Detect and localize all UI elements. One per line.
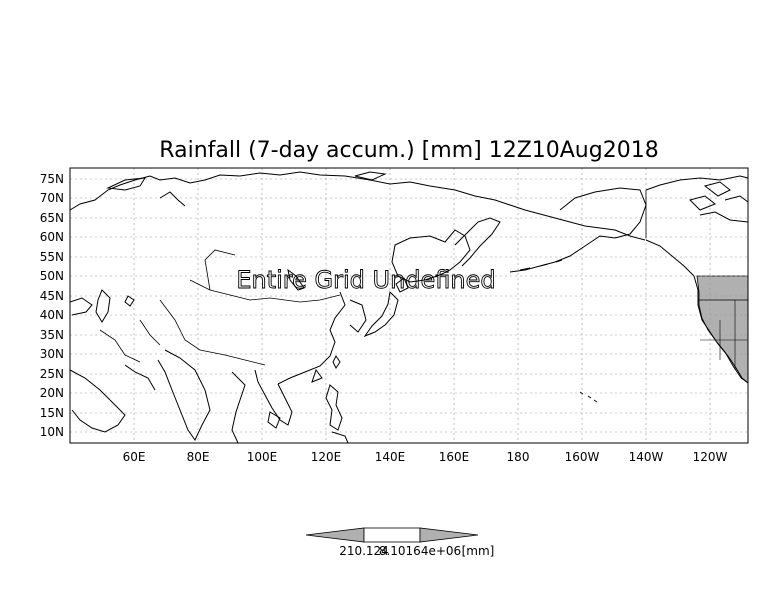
- lat-tick-label: 60N: [40, 230, 64, 244]
- coastline: [254, 369, 293, 426]
- colorbar-left-triangle: [305, 527, 365, 543]
- coastline: [363, 290, 399, 338]
- lon-tick-label: 140W: [629, 450, 664, 464]
- coastlines: [69, 171, 749, 444]
- lat-tick-label: 40N: [40, 308, 64, 322]
- coastline: [332, 355, 341, 369]
- lat-tick-label: 15N: [40, 406, 64, 420]
- colorbar-box: [363, 527, 421, 543]
- coastline: [124, 364, 156, 391]
- lon-tick-label: 80E: [187, 450, 210, 464]
- colorbar-unit: [mm]: [462, 544, 495, 558]
- coastline: [157, 349, 211, 441]
- coastline: [69, 369, 126, 433]
- border: [204, 249, 236, 291]
- coastline: [267, 411, 281, 429]
- coastline: [349, 299, 367, 333]
- coastline: [699, 211, 749, 223]
- coastline: [391, 229, 471, 283]
- lat-tick-label: 45N: [40, 289, 64, 303]
- lon-tick-label: 120E: [311, 450, 342, 464]
- coastline: [645, 239, 695, 277]
- coastline: [645, 175, 749, 191]
- coastline: [579, 391, 598, 403]
- lat-tick-label: 30N: [40, 347, 64, 361]
- coastline: [277, 291, 346, 385]
- coastline: [95, 289, 111, 323]
- coastline: [325, 384, 343, 431]
- lat-tick-label: 20N: [40, 386, 64, 400]
- lat-tick-label: 25N: [40, 367, 64, 381]
- lon-tick-label: 100E: [247, 450, 278, 464]
- lat-tick-label: 50N: [40, 269, 64, 283]
- coastline: [354, 171, 387, 181]
- coastline: [519, 259, 563, 271]
- border: [159, 299, 266, 366]
- colorbar: 210.124 8.10164e+06 [mm]: [305, 527, 495, 558]
- coastline: [331, 431, 349, 444]
- coastline: [689, 195, 716, 211]
- lon-tick-label: 60E: [123, 450, 146, 464]
- coastline: [69, 297, 93, 316]
- map-background: [70, 168, 748, 443]
- lon-tick-label: 160W: [565, 450, 600, 464]
- lat-tick-label: 10N: [40, 425, 64, 439]
- colorbar-label-left: 210.124: [339, 544, 389, 558]
- map-panel: Entire Grid Undefined: [69, 167, 749, 444]
- lat-tick-label: 75N: [40, 172, 64, 186]
- coastline: [287, 268, 305, 291]
- lon-axis: 60E 80E 100E 120E 140E 160E 180 160W 140…: [123, 450, 728, 464]
- lat-axis: 75N 70N 65N 60N 55N 50N 45N 40N 35N 30N …: [40, 172, 64, 439]
- lat-tick-label: 55N: [40, 250, 64, 264]
- chart-title: Rainfall (7-day accum.) [mm] 12Z10Aug201…: [159, 138, 658, 163]
- lon-tick-label: 180: [507, 450, 530, 464]
- coastline: [124, 295, 135, 307]
- coastline: [231, 371, 246, 444]
- coastline: [311, 368, 323, 383]
- border: [139, 319, 161, 346]
- lat-tick-label: 70N: [40, 191, 64, 205]
- coastline: [724, 195, 749, 203]
- map-frame: [69, 167, 749, 444]
- colorbar-right-triangle: [419, 527, 479, 543]
- coastline: [454, 217, 501, 267]
- lat-tick-label: 65N: [40, 211, 64, 225]
- border: [99, 329, 141, 363]
- coastline: [693, 275, 749, 384]
- border: [189, 279, 341, 303]
- coastline: [69, 171, 646, 241]
- coastline: [106, 177, 146, 191]
- undefined-grid-message: Entire Grid Undefined: [236, 266, 495, 294]
- colorbar-label-mid: 8.10164e+06: [379, 544, 461, 558]
- coastline: [159, 191, 186, 207]
- lat-tick-label: 35N: [40, 328, 64, 342]
- lon-tick-label: 140E: [375, 450, 406, 464]
- lon-tick-label: 120W: [693, 450, 728, 464]
- lon-tick-label: 160E: [439, 450, 470, 464]
- coastline: [395, 277, 409, 293]
- coastline: [703, 181, 731, 197]
